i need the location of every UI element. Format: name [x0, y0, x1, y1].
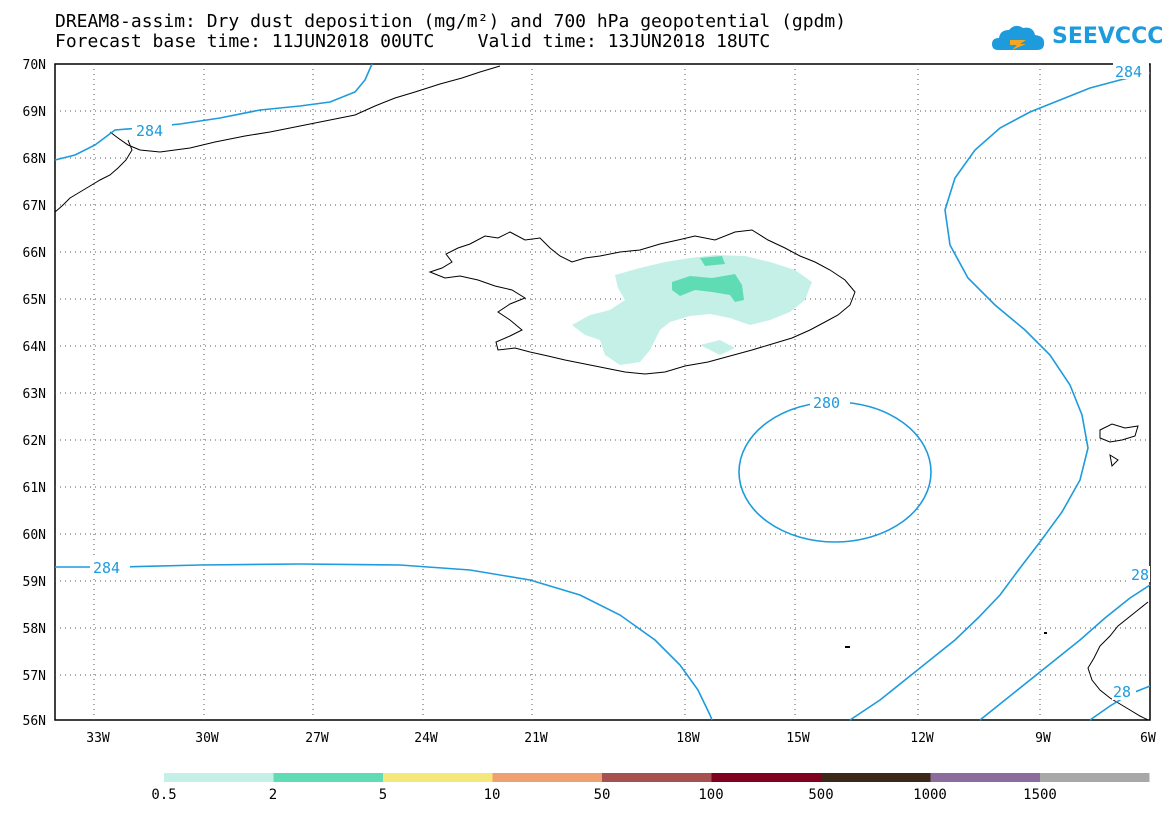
legend-colorbar: [164, 773, 1150, 782]
contour-label: 280: [813, 394, 840, 412]
legend-label: 1000: [913, 787, 947, 803]
contour-label: 284: [93, 559, 120, 577]
legend-label: 50: [594, 787, 611, 803]
legend-swatch: [492, 773, 602, 782]
lat-label: 64N: [23, 340, 46, 355]
legend-swatch: [1040, 773, 1150, 782]
map-title: DREAM8-assim: Dry dust deposition (mg/m²…: [55, 11, 847, 32]
legend-swatch: [711, 773, 821, 782]
lat-label: 62N: [23, 434, 46, 449]
grid-lines: [55, 64, 1150, 720]
map-subtitle: Forecast base time: 11JUN2018 00UTC Vali…: [55, 31, 771, 52]
lon-label: 24W: [414, 731, 438, 746]
lat-label: 68N: [23, 152, 46, 167]
lat-label: 65N: [23, 293, 46, 308]
contour-label: 284: [1115, 63, 1142, 81]
legend-label: 5: [379, 787, 387, 803]
map-frame: [54, 63, 1151, 721]
logo-text: SEEVCCC: [1052, 24, 1164, 49]
lat-label: 56N: [23, 714, 46, 729]
dust-shading-light: [572, 255, 812, 365]
legend-swatch: [273, 773, 383, 782]
lon-label: 33W: [86, 731, 110, 746]
dust-shading-medium: [672, 274, 744, 302]
legend-label: 2: [269, 787, 277, 803]
lat-label: 57N: [23, 669, 46, 684]
lon-label: 30W: [195, 731, 219, 746]
lat-label: 63N: [23, 387, 46, 402]
legend-label: 10: [484, 787, 501, 803]
legend-label: 500: [808, 787, 833, 803]
legend-swatch: [930, 773, 1040, 782]
lon-label: 21W: [524, 731, 548, 746]
lat-label: 61N: [23, 481, 46, 496]
lat-label: 60N: [23, 528, 46, 543]
legend-label: 0.5: [151, 787, 176, 803]
scotland-coastline: [1087, 601, 1149, 721]
iceland-coastline: [428, 229, 856, 375]
contour-label: 28: [1113, 683, 1131, 701]
legend-swatch: [164, 773, 274, 782]
greenland-coastline: [54, 65, 501, 213]
lon-label: 15W: [786, 731, 810, 746]
dust-shading-medium: [700, 256, 725, 266]
lon-label: 12W: [910, 731, 934, 746]
legend-swatch: [383, 773, 493, 782]
lon-label: 9W: [1035, 731, 1051, 746]
legend-label: 100: [698, 787, 723, 803]
lat-label: 69N: [23, 105, 46, 120]
lon-label: 18W: [676, 731, 700, 746]
cloud-logo-icon: [992, 25, 1045, 50]
lat-label: 59N: [23, 575, 46, 590]
contour-label: 284: [136, 122, 163, 140]
lat-label: 66N: [23, 246, 46, 261]
geopotential-contours: [54, 63, 1151, 721]
lon-label: 27W: [305, 731, 329, 746]
legend-swatch: [821, 773, 931, 782]
small-island: [845, 646, 850, 648]
contour-label: 28: [1131, 566, 1149, 584]
lat-label: 58N: [23, 622, 46, 637]
legend-swatch: [602, 773, 712, 782]
contour-280-ring: [738, 401, 932, 543]
lat-label: 67N: [23, 199, 46, 214]
lat-label: 70N: [23, 58, 46, 73]
legend-label: 1500: [1023, 787, 1057, 803]
dust-shading-light: [700, 340, 735, 355]
faroe-coastline: [1099, 423, 1139, 468]
lon-label: 6W: [1140, 731, 1156, 746]
small-island: [1044, 632, 1047, 634]
